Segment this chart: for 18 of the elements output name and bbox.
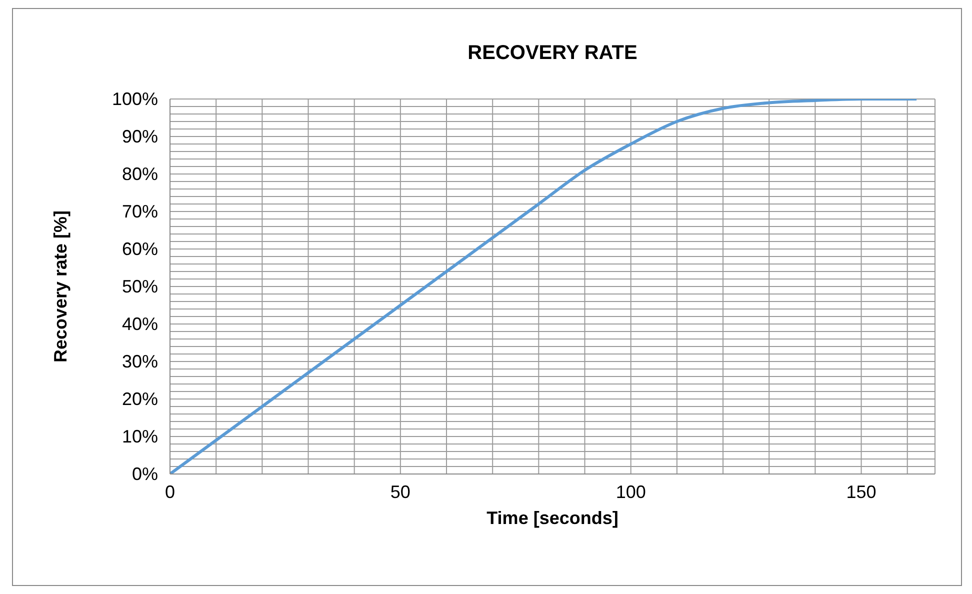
y-tick-label: 10% (122, 426, 158, 446)
chart-title: RECOVERY RATE (466, 42, 638, 65)
y-tick-label: 50% (122, 276, 158, 296)
x-tick-label: 100 (616, 482, 646, 502)
y-tick-label: 80% (122, 164, 158, 184)
y-tick-label: 100% (112, 89, 158, 109)
y-tick-label: 20% (122, 389, 158, 409)
x-axis-title: Time [seconds] (486, 508, 618, 528)
y-tick-label: 40% (122, 314, 158, 334)
y-tick-label: 60% (122, 239, 158, 259)
y-tick-label: 0% (132, 464, 158, 484)
y-tick-label: 30% (122, 352, 158, 372)
x-tick-label: 150 (846, 482, 876, 502)
y-tick-label: 70% (122, 202, 158, 222)
x-tick-label: 0 (164, 482, 176, 502)
y-tick-label: 90% (122, 126, 158, 146)
y-axis-title: Recovery rate [%] (50, 210, 70, 363)
x-tick-label: 50 (390, 482, 410, 502)
